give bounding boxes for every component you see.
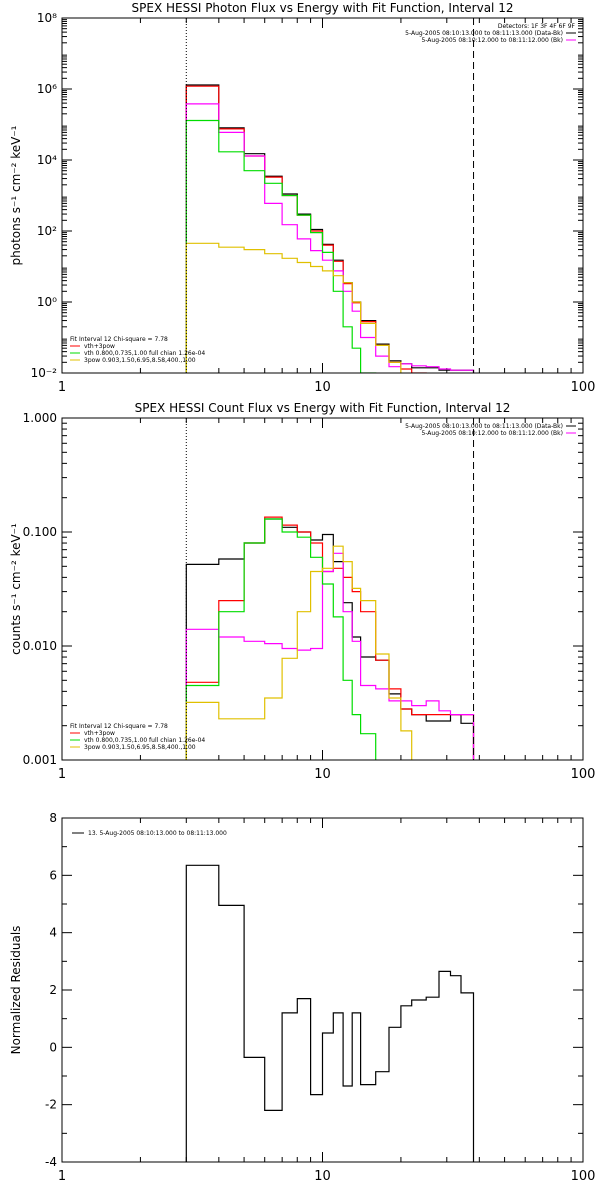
x-tick-label: 1 [58, 767, 66, 782]
x-tick-label: 10 [314, 767, 331, 782]
y-tick-label: 0.010 [23, 639, 57, 653]
y-tick-label: 10² [37, 224, 57, 238]
y-tick-label: 8 [49, 811, 57, 825]
chart-panel-1: SPEX HESSI Photon Flux vs Energy with Fi… [9, 1, 596, 395]
legend-time-range: 5-Aug-2005 08:10:13.000 to 08:11:13.000 … [405, 423, 563, 430]
y-tick-label: -2 [45, 1098, 57, 1112]
legend-time-range: 5-Aug-2005 08:10:13.000 to 08:11:13.000 … [405, 30, 563, 37]
x-tick-label: 100 [571, 1169, 596, 1184]
y-tick-label: 4 [49, 926, 57, 940]
y-tick-label: 0 [49, 1040, 57, 1054]
series-4-step [185, 518, 475, 760]
series-5-step [185, 545, 475, 760]
x-tick-label: 10 [314, 380, 331, 395]
y-axis-label: counts s⁻¹ cm⁻² keV⁻¹ [9, 523, 23, 655]
legend-time-range: 5-Aug-2005 08:10:12.000 to 08:11:12.000 … [421, 430, 563, 437]
series-1-step [185, 864, 475, 1162]
data-layer [185, 864, 475, 1162]
legend-fit-component: vth+3pow [84, 730, 115, 737]
series-4-step [185, 119, 475, 373]
x-tick-label: 100 [571, 380, 596, 395]
y-tick-label: -4 [45, 1155, 57, 1169]
y-tick-label: 10⁸ [37, 11, 57, 25]
chart-panel-2: SPEX HESSI Count Flux vs Energy with Fit… [9, 401, 596, 782]
series-1-step [185, 518, 475, 760]
chart-title: SPEX HESSI Count Flux vs Energy with Fit… [135, 401, 511, 415]
plot-frame [61, 417, 584, 761]
y-tick-label: 10⁴ [37, 153, 57, 167]
series-5-step [185, 242, 475, 373]
legend-fit-interval: Fit Interval 12 Chi-square = 7.78 [70, 336, 168, 343]
series-1-step [185, 84, 475, 373]
y-tick-label: 10⁰ [37, 295, 57, 309]
legend-fit-component: vth+3pow [84, 343, 115, 350]
chart-panel-3: Normalized Residuals 1 10 100 -4 -2 0 2 4 6 8 13. 5… [9, 811, 595, 1184]
legend-detectors: Detectors: 1F 3F 4F 6F 9F [498, 23, 576, 30]
y-tick-label: 10⁻² [31, 366, 58, 380]
y-tick-label: 0.001 [23, 753, 57, 767]
x-tick-label: 100 [571, 767, 596, 782]
y-tick-label: 2 [49, 983, 57, 997]
legend-fit-component: 3pow 0.903,1.50,6.95,8.58,400.,1.00 [84, 744, 196, 751]
y-tick-label: 0.100 [23, 525, 57, 539]
x-tick-label: 1 [58, 380, 66, 395]
plot-frame [61, 817, 584, 1163]
plot-frame [61, 17, 584, 374]
series-2-step [185, 516, 475, 760]
legend-fit-interval: Fit Interval 12 Chi-square = 7.78 [70, 723, 168, 730]
y-tick-label: 1.000 [23, 411, 57, 425]
legend-fit-component: 3pow 0.903,1.50,6.95,8.58,400.,1.00 [84, 357, 196, 364]
y-tick-label: 6 [49, 868, 57, 882]
series-2-step [185, 85, 475, 373]
series-3-step [185, 552, 475, 760]
y-axis-label: Normalized Residuals [9, 926, 23, 1055]
data-layer [185, 516, 475, 760]
y-tick-label: 10⁶ [37, 82, 57, 96]
legend-fit-component: vth 0.800,0.735,1.00 full chian 1.26e-04 [84, 350, 205, 357]
x-tick-label: 10 [314, 1169, 331, 1184]
legend-time-range: 5-Aug-2005 08:10:12.000 to 08:11:12.000 … [421, 37, 563, 44]
chart-title: SPEX HESSI Photon Flux vs Energy with Fi… [132, 1, 514, 15]
data-layer [185, 84, 475, 373]
x-tick-label: 1 [58, 1169, 66, 1184]
y-axis-label: photons s⁻¹ cm⁻² keV⁻¹ [9, 125, 23, 265]
series-3-step [185, 103, 475, 373]
legend-interval-label: 13. 5-Aug-2005 08:10:13.000 to 08:11:13.… [88, 830, 227, 837]
legend-fit-component: vth 0.800,0.735,1.00 full chian 1.26e-04 [84, 737, 205, 744]
